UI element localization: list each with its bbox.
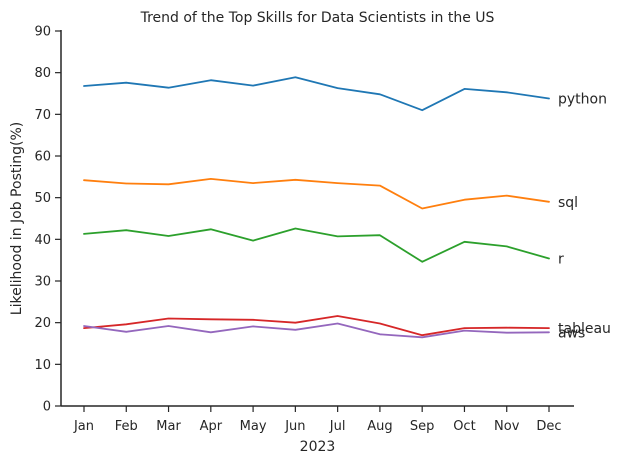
y-tick-label: 70 — [34, 108, 51, 123]
series-line-sql — [83, 177, 550, 210]
y-axis-title: Likelihood in Job Posting(%) — [9, 122, 25, 315]
series-line-r — [83, 227, 550, 263]
x-tick-label: Apr — [200, 419, 223, 434]
x-tick-label: Mar — [156, 419, 181, 434]
y-tick-label: 40 — [34, 233, 51, 248]
series-line-python — [83, 76, 550, 112]
x-tick-label: Jan — [73, 419, 94, 434]
x-tick-label: Aug — [367, 419, 392, 434]
y-tick-label: 60 — [34, 150, 51, 165]
series-label-aws: aws — [558, 325, 585, 341]
y-tick-label: 20 — [34, 316, 51, 331]
x-tick-label: Oct — [453, 419, 475, 434]
series-line-tableau — [83, 315, 550, 337]
series-line-aws — [83, 322, 550, 339]
chart-title: Trend of the Top Skills for Data Scienti… — [140, 10, 495, 26]
x-tick-label: Sep — [410, 419, 435, 434]
y-tick-label: 30 — [34, 275, 51, 290]
x-tick-label: Jun — [284, 419, 305, 434]
x-axis-title: 2023 — [300, 439, 336, 455]
y-tick-label: 50 — [34, 191, 51, 206]
x-tick-label: Nov — [494, 419, 520, 434]
y-tick-label: 80 — [34, 66, 51, 81]
series-label-tableau: tableau — [558, 321, 611, 337]
x-tick-label: Feb — [115, 419, 138, 434]
x-tick-label: Jul — [329, 419, 346, 434]
x-tick-label: Dec — [536, 419, 561, 434]
series-lines — [83, 76, 550, 339]
y-tick-label: 10 — [34, 358, 51, 373]
y-tick-label: 0 — [43, 400, 51, 415]
y-tick-label: 90 — [34, 25, 51, 40]
series-label-sql: sql — [558, 195, 578, 211]
y-axis: 0 10 20 30 40 50 60 70 80 90 — [34, 25, 62, 415]
x-tick-label: May — [240, 419, 267, 434]
series-label-r: r — [558, 252, 564, 268]
series-label-python: python — [558, 92, 607, 108]
x-axis: Jan Feb Mar Apr May Jun Jul Aug Sep Oct Nov Dec — [61, 405, 574, 434]
